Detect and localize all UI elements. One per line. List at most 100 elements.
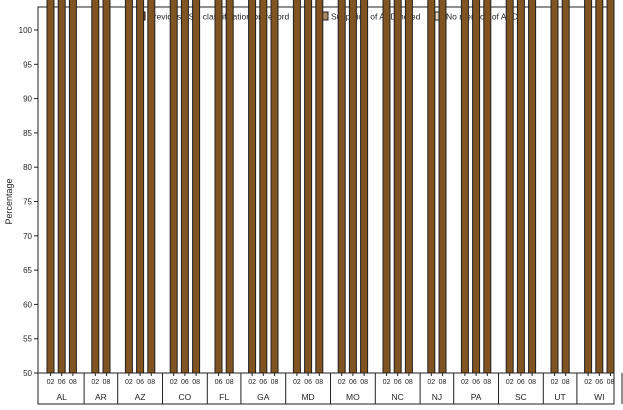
state-label: AR <box>95 392 107 402</box>
bar-segment-previous <box>147 0 156 374</box>
y-tick-label: 60 <box>23 300 32 309</box>
bar-segment-previous <box>214 0 223 374</box>
year-label: 08 <box>360 379 368 386</box>
y-tick-label: 50 <box>23 369 32 378</box>
bar-segment-previous <box>382 0 391 374</box>
bar-segment-previous <box>270 0 279 374</box>
year-label: 06 <box>394 379 402 386</box>
bar-segment-previous <box>91 0 100 374</box>
state-label: AL <box>56 392 67 402</box>
state-label: NC <box>392 392 404 402</box>
y-tick-label: 65 <box>23 266 32 275</box>
bar-segment-previous <box>292 0 301 374</box>
bar-segment-previous <box>57 0 66 374</box>
bar-segment-previous <box>136 0 145 374</box>
bar-segment-previous <box>360 0 369 374</box>
y-tick-label: 90 <box>23 95 32 104</box>
year-label: 08 <box>103 379 111 386</box>
bar-segment-previous <box>225 0 234 374</box>
year-label: 02 <box>47 379 55 386</box>
year-label: 08 <box>69 379 77 386</box>
year-label: 06 <box>259 379 267 386</box>
year-label: 02 <box>125 379 133 386</box>
state-label: AZ <box>135 392 146 402</box>
year-label: 02 <box>427 379 435 386</box>
y-tick-label: 80 <box>23 163 32 172</box>
bar-segment-previous <box>337 0 346 374</box>
bar-segment-previous <box>561 0 570 374</box>
year-label: 06 <box>595 379 603 386</box>
year-label: 02 <box>293 379 301 386</box>
bar-segment-previous <box>427 0 436 374</box>
state-label: GA <box>257 392 270 402</box>
year-label: 02 <box>461 379 469 386</box>
year-label: 06 <box>349 379 357 386</box>
bar-segment-previous <box>505 0 514 374</box>
y-tick-label: 100 <box>19 26 33 35</box>
bar-segment-previous <box>483 0 492 374</box>
state-label: UT <box>554 392 565 402</box>
year-label: 08 <box>226 379 234 386</box>
year-label: 02 <box>170 379 178 386</box>
bar-segment-previous <box>46 0 55 374</box>
year-label: 08 <box>528 379 536 386</box>
year-label: 08 <box>315 379 323 386</box>
bar-segment-previous <box>528 0 537 374</box>
year-label: 08 <box>192 379 200 386</box>
state-label: NJ <box>432 392 442 402</box>
chart-frame <box>37 6 615 405</box>
year-label: 08 <box>271 379 279 386</box>
bar-segment-previous <box>606 0 615 374</box>
year-label: 08 <box>607 379 615 386</box>
bar-segment-previous <box>348 0 357 374</box>
bar-segment-previous <box>169 0 178 374</box>
state-label: MO <box>346 392 360 402</box>
bar-segment-previous <box>192 0 201 374</box>
y-axis-label: Percentage <box>4 178 14 224</box>
year-label: 06 <box>304 379 312 386</box>
y-tick-label: 95 <box>23 60 32 69</box>
bar-segment-previous <box>516 0 525 374</box>
year-label: 08 <box>483 379 491 386</box>
year-label: 02 <box>584 379 592 386</box>
legend-label-suspicion: Suspicion of ASD noted <box>331 12 421 22</box>
bar-segment-previous <box>304 0 313 374</box>
year-label: 02 <box>506 379 514 386</box>
year-label: 06 <box>215 379 223 386</box>
bar-segment-previous <box>460 0 469 374</box>
bar-segment-previous <box>315 0 324 374</box>
year-label: 06 <box>472 379 480 386</box>
bar-segment-previous <box>124 0 133 374</box>
state-label: WI <box>594 392 604 402</box>
state-label: CO <box>179 392 192 402</box>
state-label: PA <box>471 392 482 402</box>
bar-segment-previous <box>68 0 77 374</box>
bar-segment-previous <box>180 0 189 374</box>
state-label: FL <box>219 392 229 402</box>
state-label: MD <box>301 392 314 402</box>
bar-segment-previous <box>248 0 257 374</box>
bar-segment-previous <box>550 0 559 374</box>
bar-segment-previous <box>404 0 413 374</box>
bar-segment-previous <box>438 0 447 374</box>
state-label: SC <box>515 392 527 402</box>
year-label: 06 <box>58 379 66 386</box>
legend-label-none: No mention of ASD <box>446 12 518 22</box>
bar-segment-previous <box>102 0 111 374</box>
bar-segment-previous <box>595 0 604 374</box>
y-tick-label: 70 <box>23 232 32 241</box>
year-label: 06 <box>517 379 525 386</box>
year-label: 08 <box>439 379 447 386</box>
bar-segment-previous <box>472 0 481 374</box>
year-label: 06 <box>181 379 189 386</box>
bar-segment-previous <box>393 0 402 374</box>
year-label: 08 <box>147 379 155 386</box>
year-label: 02 <box>91 379 99 386</box>
y-tick-label: 85 <box>23 129 32 138</box>
year-label: 02 <box>551 379 559 386</box>
bar-segment-previous <box>259 0 268 374</box>
year-label: 02 <box>248 379 256 386</box>
year-label: 02 <box>338 379 346 386</box>
